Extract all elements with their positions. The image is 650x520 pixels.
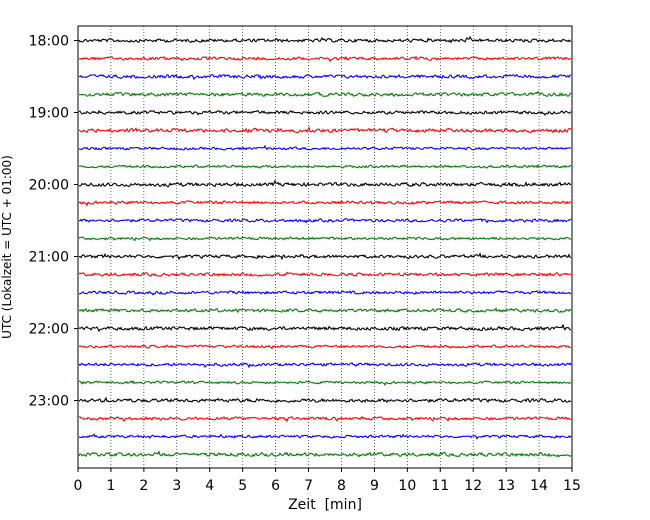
trace-line [78, 218, 572, 224]
x-tick-label: 9 [370, 478, 379, 494]
x-tick-label: 14 [530, 478, 548, 494]
trace-line [78, 433, 572, 440]
trace-line [78, 236, 572, 242]
y-tick-label: 23:00 [29, 394, 69, 410]
trace-line [78, 179, 572, 188]
trace-line [78, 344, 572, 350]
x-tick-label: 1 [106, 478, 115, 494]
trace-line [78, 415, 572, 423]
trace-line [78, 73, 572, 81]
x-tick-label: 12 [464, 478, 482, 494]
x-tick-label: 6 [271, 478, 280, 494]
trace-line [79, 55, 572, 63]
x-tick-label: 11 [431, 478, 449, 494]
x-tick-label: 2 [139, 478, 148, 494]
x-tick-label: 0 [74, 478, 83, 494]
trace-line [78, 271, 572, 277]
trace-line [78, 450, 572, 458]
y-tick-label: 19:00 [29, 106, 69, 122]
y-tick-label: 20:00 [29, 178, 69, 194]
trace-line [78, 290, 572, 296]
trace-line [78, 125, 572, 134]
y-tick-label: 22:00 [29, 322, 69, 338]
y-axis-label: UTC (Lokalzeit = UTC + 01:00) [0, 155, 14, 339]
y-tick-label: 21:00 [29, 250, 69, 266]
x-tick-label: 13 [497, 478, 515, 494]
x-tick-label: 7 [304, 478, 313, 494]
x-tick-label: 8 [337, 478, 346, 494]
x-tick-label: 4 [205, 478, 214, 494]
trace-line [78, 251, 572, 261]
x-tick-label: 10 [398, 478, 416, 494]
trace-line [78, 323, 572, 333]
trace-line [78, 163, 572, 169]
seismogram-traces [78, 35, 572, 458]
trace-line [78, 90, 572, 98]
y-axis-ticks: 18:00 19:00 20:00 21:00 22:00 23:00 [29, 34, 78, 410]
trace-line [78, 380, 572, 387]
x-axis-label: Zeit [min] [288, 497, 362, 513]
trace-line [78, 144, 572, 151]
x-axis-ticks: 0 1 2 3 4 5 6 7 8 9 10 11 12 13 14 15 [74, 468, 581, 494]
trace-line [78, 306, 572, 314]
plot-frame [77, 25, 573, 469]
trace-line [78, 109, 572, 116]
y-tick-label: 18:00 [29, 34, 69, 50]
trace-line [78, 200, 572, 207]
trace-line [78, 362, 572, 369]
x-tick-label: 5 [238, 478, 247, 494]
x-tick-label: 15 [563, 478, 581, 494]
trace-line [78, 35, 572, 44]
trace-line [78, 396, 572, 404]
x-tick-label: 3 [172, 478, 181, 494]
